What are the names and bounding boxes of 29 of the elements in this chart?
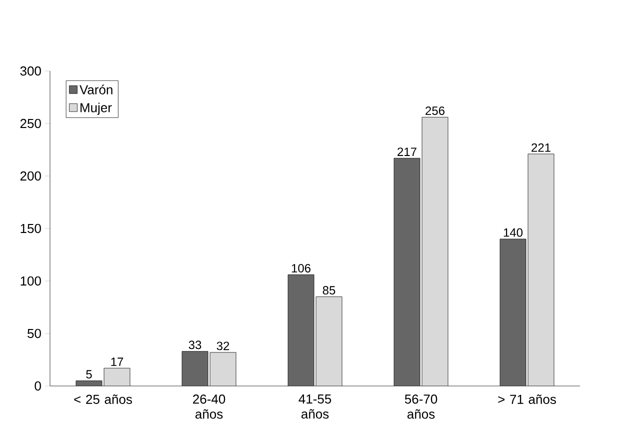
data-label: 17: [111, 358, 124, 366]
legend-label: Varón: [80, 84, 112, 94]
x-tick-label: > 71 años: [498, 394, 556, 404]
bar: [422, 117, 448, 386]
x-tick-label: 56-70 años: [404, 394, 438, 419]
data-label: 256: [426, 106, 444, 115]
x-tick-label: 26-40 años: [193, 394, 226, 419]
data-label: 140: [504, 228, 523, 237]
y-tick-label: 300: [20, 66, 41, 76]
y-tick-label: 0: [34, 381, 41, 391]
y-tick-label: 100: [20, 276, 41, 286]
data-label: 5: [86, 370, 92, 379]
data-label: 106: [292, 264, 310, 272]
data-label: 85: [322, 286, 336, 295]
legend-label: Mujer: [80, 102, 112, 115]
y-tick-label: 200: [20, 171, 41, 181]
y-tick-label: 250: [20, 118, 41, 128]
data-label: 32: [216, 342, 230, 350]
data-label: 217: [398, 148, 416, 156]
bar: [316, 296, 342, 386]
bar: [104, 368, 130, 386]
bar: [528, 154, 554, 386]
data-label: 33: [188, 340, 202, 350]
x-tick-label: < 25 años: [74, 394, 132, 404]
y-tick-label: 50: [28, 328, 41, 338]
bar: [210, 352, 236, 386]
data-label: 221: [532, 143, 550, 152]
y-tick-label: 150: [20, 224, 41, 234]
x-tick-label: 41-55 años: [298, 394, 332, 419]
